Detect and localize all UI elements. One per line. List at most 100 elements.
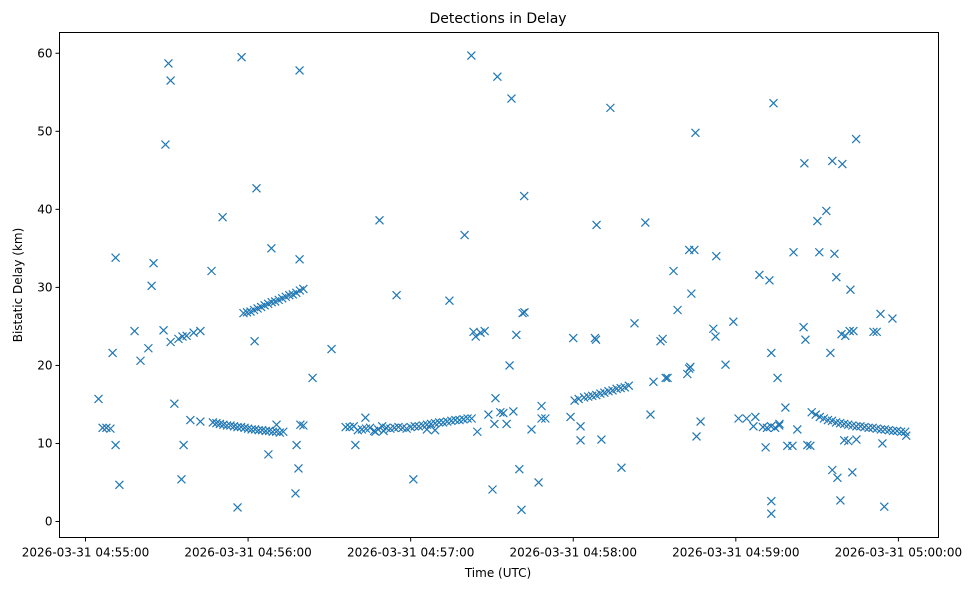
data-point — [242, 307, 252, 317]
data-point — [111, 440, 121, 450]
data-point — [467, 414, 477, 423]
data-point — [502, 419, 512, 429]
data-point — [169, 399, 179, 409]
data-point — [605, 103, 615, 113]
data-point — [257, 425, 267, 435]
data-point — [114, 480, 124, 490]
data-point — [233, 503, 242, 512]
data-point — [94, 394, 103, 404]
data-point — [640, 218, 650, 228]
data-point — [827, 156, 837, 166]
data-point — [696, 417, 706, 427]
data-point — [484, 410, 493, 420]
data-point — [189, 328, 199, 338]
data-point — [773, 373, 782, 383]
data-point — [375, 215, 384, 225]
data-point — [769, 98, 778, 108]
x-tick-label: 2026-03-31 04:56:00 — [184, 546, 311, 560]
y-tick-label: 30 — [37, 280, 52, 294]
data-point — [266, 243, 276, 253]
data-point — [498, 408, 508, 418]
data-point — [108, 348, 118, 358]
data-point — [851, 435, 861, 444]
data-point — [236, 422, 246, 432]
data-point — [271, 427, 281, 437]
y-tick-label: 10 — [37, 436, 52, 450]
y-axis-label: Bistatic Delay (km) — [11, 228, 25, 343]
data-point — [835, 496, 845, 505]
data-point — [851, 134, 861, 144]
data-point — [691, 128, 700, 138]
data-point — [592, 220, 601, 230]
data-point — [491, 393, 500, 403]
x-axis-label: Time (UTC) — [464, 566, 531, 580]
data-point — [847, 467, 857, 477]
data-point — [799, 158, 809, 168]
data-point — [489, 419, 499, 429]
data-point — [566, 412, 575, 422]
data-point — [517, 505, 526, 515]
data-point — [537, 401, 546, 411]
data-point — [689, 245, 699, 255]
data-point — [149, 258, 158, 268]
data-point — [98, 423, 108, 433]
data-point — [711, 251, 721, 261]
data-point — [341, 422, 351, 432]
data-point — [848, 326, 858, 336]
data-point — [770, 423, 780, 433]
data-point — [507, 94, 516, 103]
y-tick-label: 20 — [37, 358, 52, 372]
data-point — [472, 427, 482, 437]
data-point — [166, 337, 176, 347]
data-point — [812, 216, 822, 226]
data-point — [827, 465, 837, 475]
data-point — [872, 327, 882, 337]
data-point — [708, 324, 718, 334]
data-point — [195, 417, 205, 427]
x-tick-label: 2026-03-31 04:57:00 — [347, 546, 474, 560]
data-point — [661, 373, 671, 383]
x-tick-label: 2026-03-31 05:00:00 — [835, 546, 962, 560]
data-point — [492, 72, 502, 82]
data-point — [830, 249, 839, 259]
x-axis: 2026-03-31 04:55:00 2026-03-31 04:56:00 20… — [22, 537, 962, 560]
data-point — [422, 424, 432, 434]
data-point — [106, 424, 115, 434]
data-point — [728, 317, 738, 327]
data-point — [761, 442, 771, 452]
data-point — [799, 322, 808, 332]
data-point — [711, 332, 720, 341]
data-points — [94, 51, 911, 519]
data-point — [466, 51, 476, 61]
y-tick-label: 50 — [37, 124, 52, 138]
data-point — [508, 407, 518, 416]
data-point — [514, 464, 524, 474]
data-point — [576, 435, 585, 445]
data-point — [750, 412, 760, 422]
data-point — [879, 502, 889, 512]
data-point — [527, 424, 536, 434]
data-point — [185, 415, 195, 425]
data-point — [159, 325, 168, 335]
data-point — [646, 410, 655, 420]
data-point — [272, 420, 281, 430]
data-point — [263, 449, 273, 459]
data-point — [831, 272, 841, 282]
data-point — [360, 413, 370, 423]
data-point — [495, 407, 505, 417]
data-point — [658, 334, 668, 344]
data-point — [295, 66, 304, 75]
data-point — [211, 418, 221, 428]
data-point — [229, 421, 239, 431]
data-point — [243, 424, 253, 434]
data-point — [488, 485, 497, 494]
data-point — [267, 297, 277, 307]
data-point — [379, 426, 388, 436]
data-point — [888, 426, 898, 436]
data-point — [174, 334, 183, 344]
data-point — [792, 424, 802, 434]
data-point — [295, 420, 305, 430]
data-point — [350, 440, 360, 450]
data-point — [218, 212, 228, 222]
data-point — [292, 440, 302, 450]
